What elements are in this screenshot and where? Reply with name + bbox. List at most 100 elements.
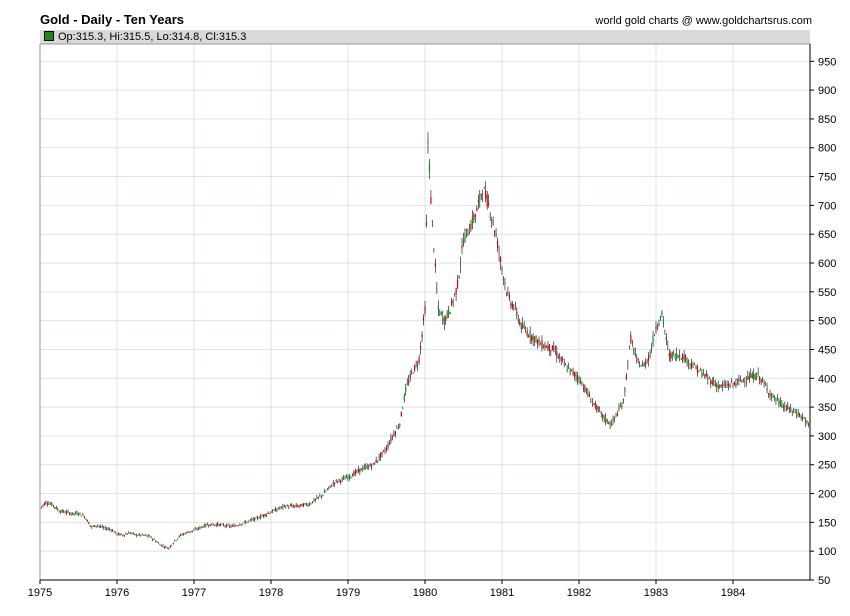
price-candle [719,384,721,388]
price-candle [590,401,592,403]
price-candle [523,326,525,328]
price-candle [799,413,801,416]
price-candle [650,348,653,349]
price-candle [610,423,613,427]
price-candle [325,491,327,493]
price-candle [208,525,210,527]
price-candle [187,532,189,534]
price-candle [542,347,545,349]
price-candle [541,340,543,349]
price-candle [414,365,416,371]
price-candle [251,519,253,521]
price-candle [781,402,783,408]
price-candle [415,363,417,365]
price-candle [163,547,165,548]
price-candle [566,370,568,371]
price-candle [95,526,97,527]
price-candle [754,374,756,380]
price-candle [181,534,183,536]
price-candle [622,399,625,404]
price-candle [375,459,377,463]
price-candle [473,215,475,221]
price-candle [137,535,139,537]
price-candle [206,524,208,526]
price-candle [745,380,747,382]
price-candle [369,464,371,467]
price-candle [458,276,460,278]
price-candle [301,503,303,507]
price-candle [51,503,53,506]
price-candle [529,331,531,338]
price-candle [507,292,509,295]
price-candle [656,326,659,328]
price-candle [262,514,265,517]
price-candle [591,401,593,403]
price-candle [480,194,482,196]
price-candle [119,533,121,536]
y-tick-label: 750 [818,172,836,184]
price-candle [67,511,69,513]
price-candle [759,376,761,380]
legend-swatch-icon [44,31,54,41]
price-candle [606,419,608,423]
price-candle [448,309,450,316]
price-candle [223,524,225,526]
price-candle [459,264,462,266]
x-tick-label: 1980 [413,587,437,599]
price-candle [365,466,367,468]
price-candle [439,311,441,316]
price-candle [334,482,336,484]
price-candle [708,377,710,379]
price-candle [573,372,576,377]
price-candle [316,497,318,499]
price-candle [510,302,512,306]
price-candle [371,465,373,468]
price-candle [385,447,388,450]
price-candle [476,207,478,212]
price-candle [320,495,322,497]
price-candle [655,326,657,330]
grid-lines [39,44,810,581]
price-series [39,132,810,550]
price-candle [193,529,195,531]
price-candle [690,362,693,368]
price-candle [302,504,305,507]
price-candle [748,376,750,380]
price-candle [394,431,396,434]
price-candle [231,525,234,527]
price-candle [377,460,379,462]
ohlc-text: Op:315.3, Hi:315.5, Lo:314.8, Cl:315.3 [58,31,247,43]
price-candle [379,453,382,458]
price-candle [382,450,385,452]
chart-credit: world gold charts @ www.goldchartsrus.co… [595,15,812,27]
price-candle [258,517,260,519]
price-candle [550,350,552,352]
price-candle [790,407,792,412]
price-candle [526,331,528,336]
x-tick-label: 1983 [644,587,668,599]
price-candle [587,392,589,395]
price-candle [362,467,364,471]
price-candle [396,427,398,429]
x-tick-label: 1977 [182,587,206,599]
price-candle [360,468,362,471]
price-candle [446,311,448,317]
price-candle [350,476,352,478]
price-candle [716,383,718,388]
price-candle [477,200,479,203]
price-candle [636,357,638,359]
price-candle [662,319,665,324]
price-candle [228,525,231,527]
price-candle [111,530,114,532]
price-candle [66,511,68,513]
price-candle [243,521,245,523]
price-candle [465,229,468,231]
price-candle [184,533,186,535]
price-candle [433,249,435,251]
price-candle [559,356,561,358]
price-candle [248,520,250,522]
price-candle [582,388,585,389]
price-candle [165,546,167,548]
axes: 50 100 150 200 250 300 350 400 450 500 550 600 650 70… [28,43,836,599]
price-candle [633,348,635,353]
